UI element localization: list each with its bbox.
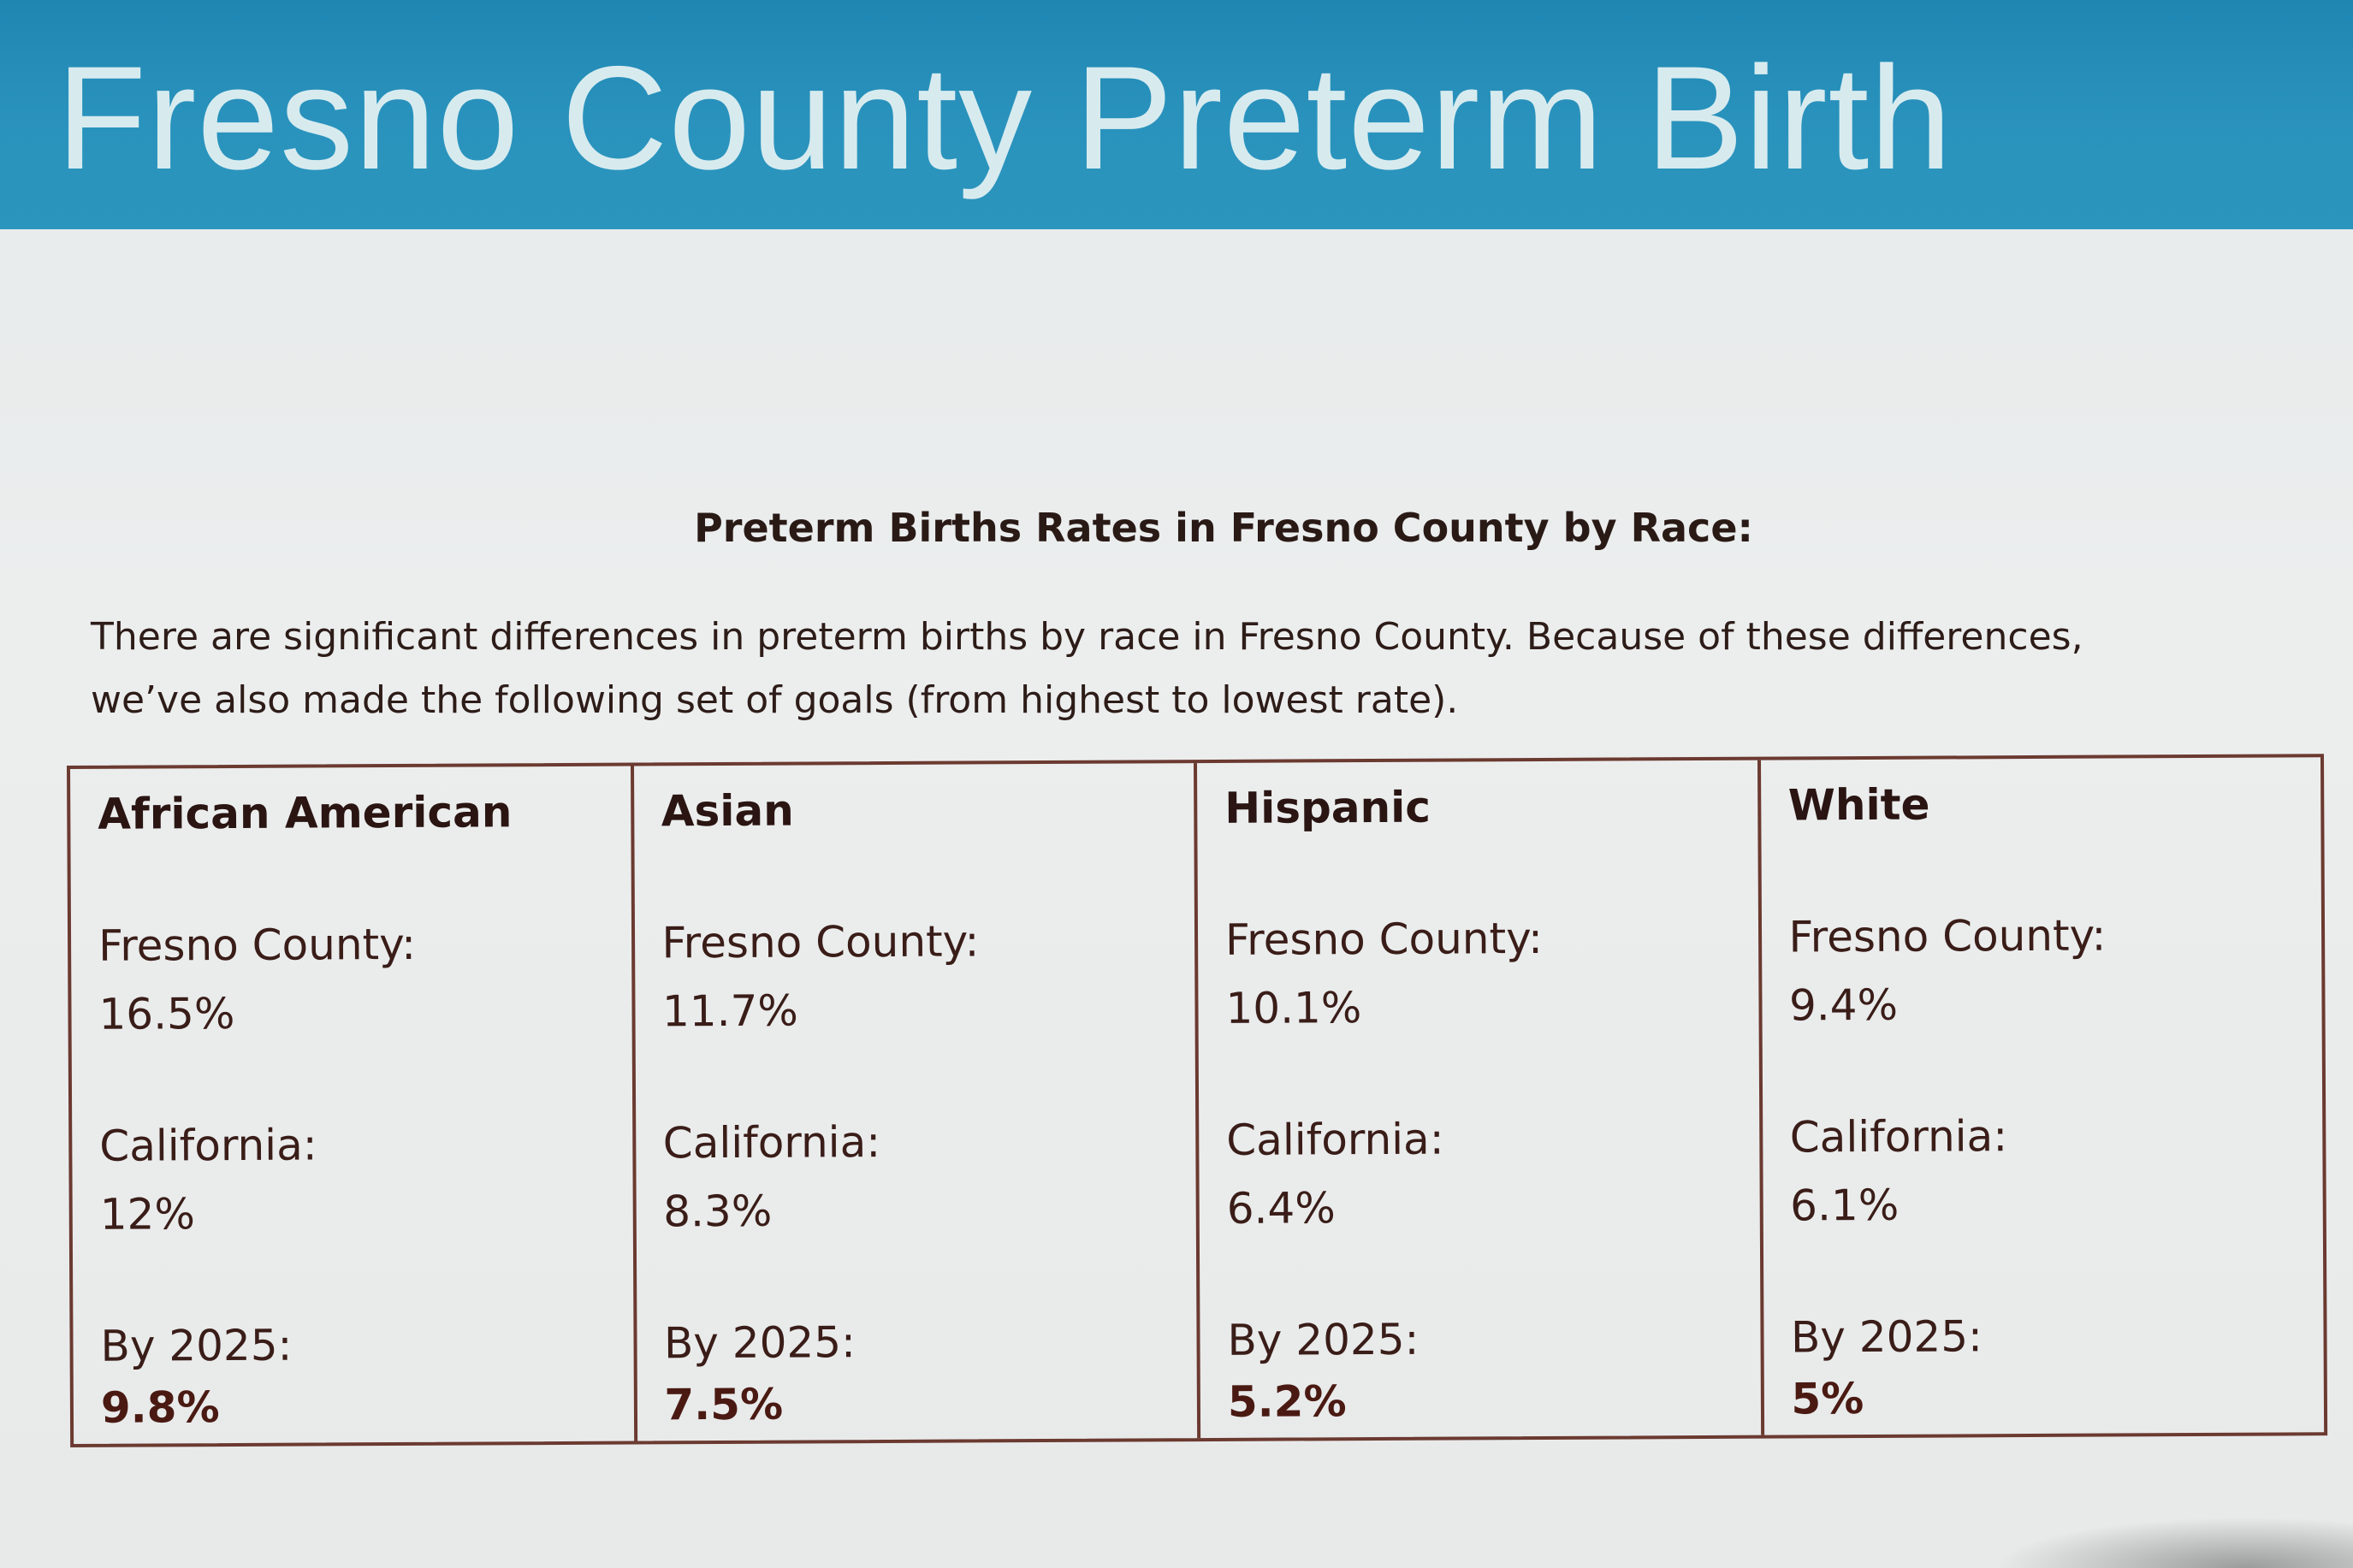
california-label: California: [99, 1120, 317, 1171]
table-column-asian: Asian Fresno County: 11.7% California: 8… [633, 763, 1201, 1441]
column-heading: White [1787, 779, 1930, 831]
fresno-county-value: 11.7% [661, 985, 799, 1037]
fresno-county-value: 16.5% [98, 988, 235, 1039]
corner-shadow [1994, 1517, 2353, 1568]
goal-label: By 2025: [1227, 1314, 1420, 1365]
fresno-county-label: Fresno County: [1224, 913, 1544, 965]
california-value: 6.1% [1790, 1180, 1900, 1231]
california-label: California: [1789, 1111, 2008, 1163]
document-heading: Preterm Births Rates in Fresno County by… [694, 505, 1753, 551]
fresno-county-label: Fresno County: [98, 919, 417, 971]
column-heading: Hispanic [1224, 782, 1431, 833]
fresno-county-value: 9.4% [1788, 979, 1899, 1031]
california-value: 8.3% [663, 1186, 773, 1237]
goal-value: 5.2% [1227, 1376, 1347, 1427]
goal-value: 9.8% [100, 1382, 220, 1433]
title-banner: Fresno County Preterm Birth [0, 0, 2353, 229]
fresno-county-label: Fresno County: [1788, 910, 2107, 962]
column-heading: Asian [661, 785, 794, 837]
goal-label: By 2025: [663, 1317, 856, 1369]
goal-label: By 2025: [1790, 1311, 1983, 1363]
goal-value: 7.5% [664, 1379, 784, 1430]
rates-table: African American Fresno County: 16.5% Ca… [67, 754, 2328, 1447]
column-heading: African American [98, 787, 513, 839]
intro-paragraph: There are significant differences in pre… [91, 615, 2083, 722]
table-column-african-american: African American Fresno County: 16.5% Ca… [70, 766, 637, 1444]
california-label: California: [1226, 1114, 1444, 1165]
table-column-white: White Fresno County: 9.4% California: 6.… [1760, 757, 2324, 1435]
california-value: 6.4% [1226, 1183, 1336, 1234]
goal-label: By 2025: [100, 1320, 293, 1371]
fresno-county-label: Fresno County: [661, 916, 980, 968]
california-label: California: [662, 1117, 881, 1169]
california-value: 12% [99, 1189, 196, 1240]
table-column-hispanic: Hispanic Fresno County: 10.1% California… [1197, 760, 1764, 1439]
goal-value: 5% [1791, 1374, 1864, 1424]
fresno-county-value: 10.1% [1225, 983, 1362, 1033]
slide-title: Fresno County Preterm Birth [56, 36, 1953, 200]
